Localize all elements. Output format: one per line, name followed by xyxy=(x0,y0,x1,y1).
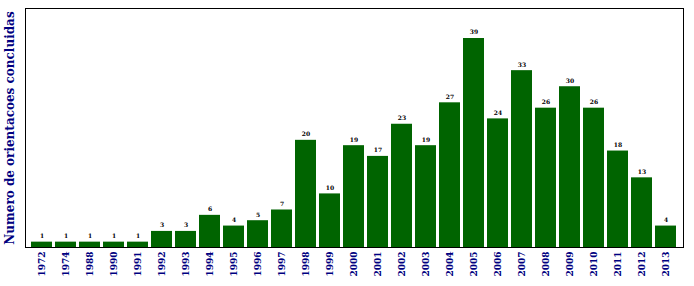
svg-text:7: 7 xyxy=(280,200,284,207)
svg-text:3: 3 xyxy=(160,221,164,228)
svg-text:2002: 2002 xyxy=(397,252,407,277)
svg-text:1: 1 xyxy=(136,232,140,239)
svg-text:1993: 1993 xyxy=(181,252,191,277)
svg-text:33: 33 xyxy=(518,61,526,68)
svg-text:2004: 2004 xyxy=(445,252,455,277)
svg-text:4: 4 xyxy=(664,216,668,223)
svg-text:5: 5 xyxy=(256,211,260,218)
svg-text:2003: 2003 xyxy=(421,252,431,277)
svg-text:1994: 1994 xyxy=(205,252,215,277)
svg-text:30: 30 xyxy=(566,77,574,84)
svg-text:1: 1 xyxy=(112,232,116,239)
svg-text:2001: 2001 xyxy=(373,252,383,277)
svg-text:1: 1 xyxy=(88,232,92,239)
svg-text:1992: 1992 xyxy=(157,252,167,277)
svg-text:2010: 2010 xyxy=(589,252,599,277)
svg-text:20: 20 xyxy=(302,130,310,137)
svg-text:1991: 1991 xyxy=(133,252,143,277)
svg-text:1995: 1995 xyxy=(229,252,239,277)
svg-text:1997: 1997 xyxy=(277,252,287,277)
svg-text:23: 23 xyxy=(398,114,406,121)
svg-text:26: 26 xyxy=(590,98,598,105)
svg-text:Numero de orientacoes concluid: Numero de orientacoes concluidas xyxy=(3,11,17,245)
svg-text:1972: 1972 xyxy=(37,252,47,277)
svg-text:2005: 2005 xyxy=(469,252,479,277)
svg-text:1998: 1998 xyxy=(301,252,311,277)
svg-text:26: 26 xyxy=(542,98,550,105)
svg-text:2000: 2000 xyxy=(349,252,359,277)
svg-text:19: 19 xyxy=(350,136,358,143)
svg-text:1988: 1988 xyxy=(85,252,95,277)
svg-text:2013: 2013 xyxy=(661,252,671,277)
svg-text:6: 6 xyxy=(208,205,212,212)
svg-text:1: 1 xyxy=(64,232,68,239)
svg-text:3: 3 xyxy=(184,221,188,228)
svg-text:2009: 2009 xyxy=(565,252,575,277)
svg-text:2011: 2011 xyxy=(613,252,623,277)
svg-text:1974: 1974 xyxy=(61,252,71,277)
svg-text:1: 1 xyxy=(40,232,44,239)
svg-text:18: 18 xyxy=(614,141,622,148)
svg-text:10: 10 xyxy=(326,184,334,191)
svg-text:27: 27 xyxy=(446,93,454,100)
svg-text:2007: 2007 xyxy=(517,252,527,277)
svg-text:1996: 1996 xyxy=(253,252,263,277)
svg-text:1990: 1990 xyxy=(109,252,119,277)
svg-text:24: 24 xyxy=(494,109,502,116)
svg-text:19: 19 xyxy=(422,136,430,143)
svg-text:2008: 2008 xyxy=(541,252,551,277)
svg-text:2012: 2012 xyxy=(637,252,647,277)
svg-text:4: 4 xyxy=(232,216,236,223)
svg-text:2006: 2006 xyxy=(493,252,503,277)
svg-text:39: 39 xyxy=(470,28,478,35)
svg-text:17: 17 xyxy=(374,146,382,153)
svg-text:13: 13 xyxy=(638,168,646,175)
svg-text:1999: 1999 xyxy=(325,252,335,277)
